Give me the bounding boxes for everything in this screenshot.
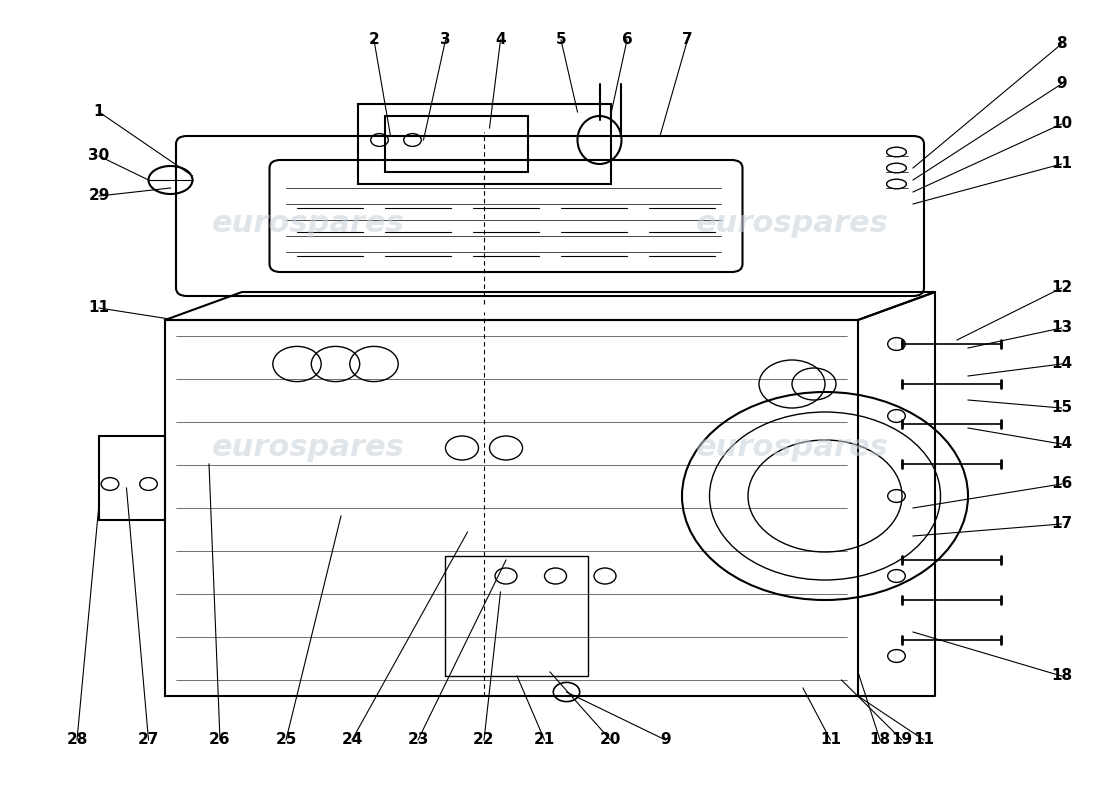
Text: 25: 25 xyxy=(275,733,297,747)
Text: 11: 11 xyxy=(1050,157,1072,171)
Text: 9: 9 xyxy=(1056,77,1067,91)
Text: 6: 6 xyxy=(621,33,632,47)
Text: 15: 15 xyxy=(1050,401,1072,415)
Text: 29: 29 xyxy=(88,189,110,203)
Text: 14: 14 xyxy=(1050,357,1072,371)
Text: eurospares: eurospares xyxy=(211,210,405,238)
Text: 9: 9 xyxy=(660,733,671,747)
Text: 12: 12 xyxy=(1050,281,1072,295)
Text: 28: 28 xyxy=(66,733,88,747)
Text: 23: 23 xyxy=(407,733,429,747)
Text: 7: 7 xyxy=(682,33,693,47)
Text: 17: 17 xyxy=(1050,517,1072,531)
Text: 10: 10 xyxy=(1050,117,1072,131)
Text: 27: 27 xyxy=(138,733,160,747)
Text: 18: 18 xyxy=(869,733,891,747)
Text: 4: 4 xyxy=(495,33,506,47)
Text: 11: 11 xyxy=(913,733,935,747)
Text: 13: 13 xyxy=(1050,321,1072,335)
Text: 26: 26 xyxy=(209,733,231,747)
Text: 22: 22 xyxy=(473,733,495,747)
Text: 2: 2 xyxy=(368,33,379,47)
Text: 21: 21 xyxy=(534,733,556,747)
Text: 5: 5 xyxy=(556,33,566,47)
Text: 16: 16 xyxy=(1050,477,1072,491)
Text: 20: 20 xyxy=(600,733,621,747)
Text: 11: 11 xyxy=(820,733,842,747)
Text: 19: 19 xyxy=(891,733,913,747)
Text: 1: 1 xyxy=(94,105,104,119)
Text: 18: 18 xyxy=(1050,669,1072,683)
Text: 24: 24 xyxy=(341,733,363,747)
Text: eurospares: eurospares xyxy=(695,210,889,238)
Text: 11: 11 xyxy=(88,301,110,315)
Text: 14: 14 xyxy=(1050,437,1072,451)
Text: eurospares: eurospares xyxy=(695,434,889,462)
Text: 8: 8 xyxy=(1056,37,1067,51)
Text: eurospares: eurospares xyxy=(211,434,405,462)
Text: 3: 3 xyxy=(440,33,451,47)
Text: 30: 30 xyxy=(88,149,110,163)
